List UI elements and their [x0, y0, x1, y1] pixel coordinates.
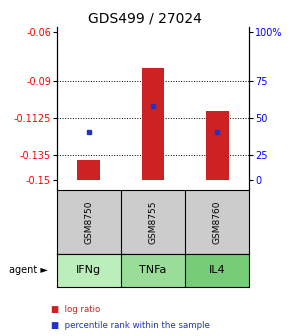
Text: GSM8750: GSM8750 — [84, 200, 93, 244]
Bar — [121, 254, 185, 287]
Text: GDS499 / 27024: GDS499 / 27024 — [88, 12, 202, 26]
Text: TNFa: TNFa — [139, 265, 167, 276]
Bar — [57, 254, 121, 287]
Bar — [121, 190, 185, 254]
Text: ■  log ratio: ■ log ratio — [51, 305, 100, 313]
Text: IL4: IL4 — [209, 265, 226, 276]
Bar — [206, 111, 229, 180]
Text: IFNg: IFNg — [76, 265, 101, 276]
Text: GSM8755: GSM8755 — [148, 200, 157, 244]
Bar — [57, 190, 121, 254]
Text: GSM8760: GSM8760 — [213, 200, 222, 244]
Bar — [77, 160, 100, 180]
Text: agent ►: agent ► — [9, 265, 48, 276]
Bar — [142, 68, 164, 180]
Bar — [185, 254, 249, 287]
Bar — [185, 190, 249, 254]
Text: ■  percentile rank within the sample: ■ percentile rank within the sample — [51, 322, 210, 330]
